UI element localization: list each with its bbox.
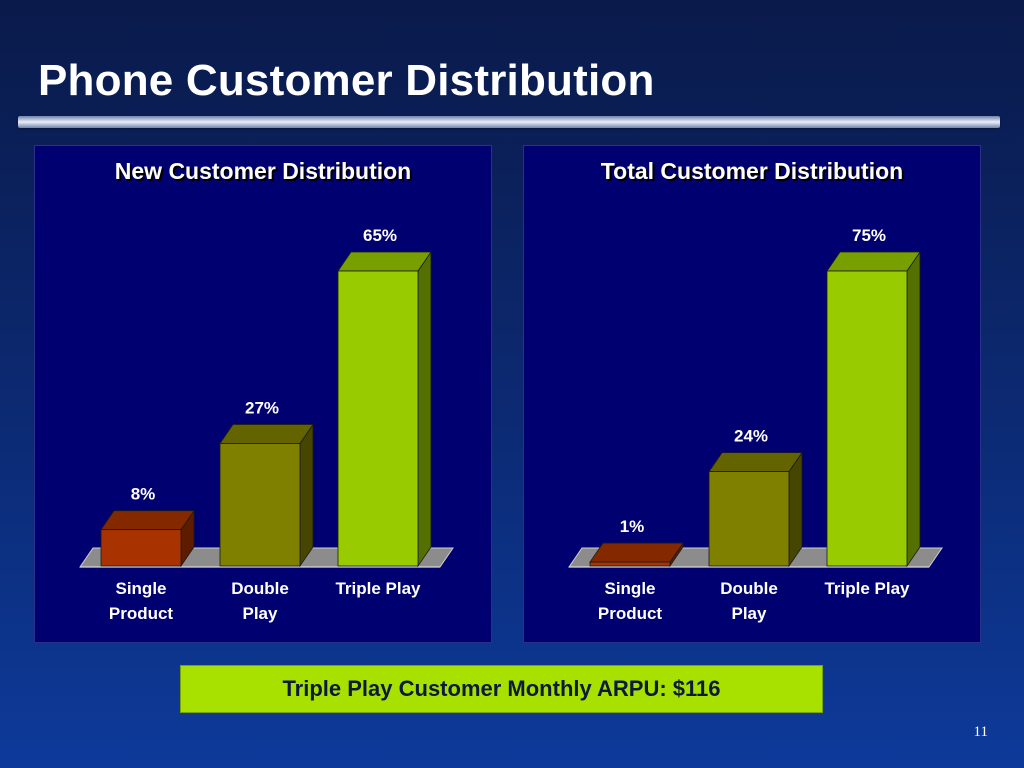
slide-title: Phone Customer Distribution: [38, 56, 655, 105]
data-label-single-product: 1%: [620, 517, 645, 536]
category-label-single-product: Single Product: [598, 579, 663, 623]
total-customer-chart-plot: 1% Single Product 24% Double Play 75% Triple Pl…: [568, 226, 943, 623]
category-label-double-play: Double Play: [720, 579, 778, 623]
page-number: 11: [973, 724, 988, 740]
new-customer-chart: New Customer Distribution 8% Single Produc…: [34, 145, 492, 643]
bar-single-product: [100, 509, 195, 568]
bar-side-triple-play: [906, 250, 921, 568]
bar-side-double-play: [788, 451, 803, 568]
bar-top-triple-play: [826, 251, 921, 272]
bar-top-single-product: [100, 510, 195, 531]
bar-top-double-play: [219, 424, 314, 444]
category-label-triple-play: Triple Play: [335, 579, 421, 598]
title-divider: [18, 116, 1000, 128]
bar-double-play: [708, 451, 803, 568]
bar-front-double-play: [708, 471, 790, 567]
bar-top-triple-play: [337, 251, 432, 272]
bar-side-double-play: [299, 423, 314, 568]
bar-top-double-play: [708, 452, 803, 473]
category-label-double-play: Double Play: [231, 579, 289, 623]
total-customer-chart: Total Customer Distribution 1% Single Prod…: [523, 145, 981, 643]
bar-front-triple-play: [337, 270, 419, 567]
bar-double-play: [219, 423, 314, 568]
bar-triple-play: [826, 250, 921, 568]
arpu-callout: Triple Play Customer Monthly ARPU: $116: [180, 665, 823, 713]
bar-front-single-product: [100, 529, 182, 567]
data-label-triple-play: 65%: [363, 226, 397, 245]
arpu-callout-text: Triple Play Customer Monthly ARPU: $116: [282, 676, 721, 701]
data-label-triple-play: 75%: [852, 226, 886, 245]
data-label-double-play: 27%: [245, 398, 279, 417]
bar-front-triple-play: [826, 270, 908, 567]
bar-front-double-play: [219, 443, 301, 567]
data-label-single-product: 8%: [131, 485, 156, 504]
bar-front-single-product: [589, 561, 671, 567]
bar-triple-play: [337, 250, 432, 568]
bar-top-single-product: [589, 542, 684, 563]
new-customer-chart-title: New Customer Distribution: [114, 158, 412, 184]
bar-single-product: [589, 541, 684, 568]
new-customer-chart-plot: 8% Single Product 27% Double Play 65% Triple Pl…: [79, 226, 454, 623]
total-customer-chart-title: Total Customer Distribution: [600, 158, 904, 184]
category-label-single-product: Single Product: [109, 579, 174, 623]
category-label-triple-play: Triple Play: [824, 579, 910, 598]
bar-side-triple-play: [417, 250, 432, 568]
data-label-double-play: 24%: [734, 427, 768, 446]
